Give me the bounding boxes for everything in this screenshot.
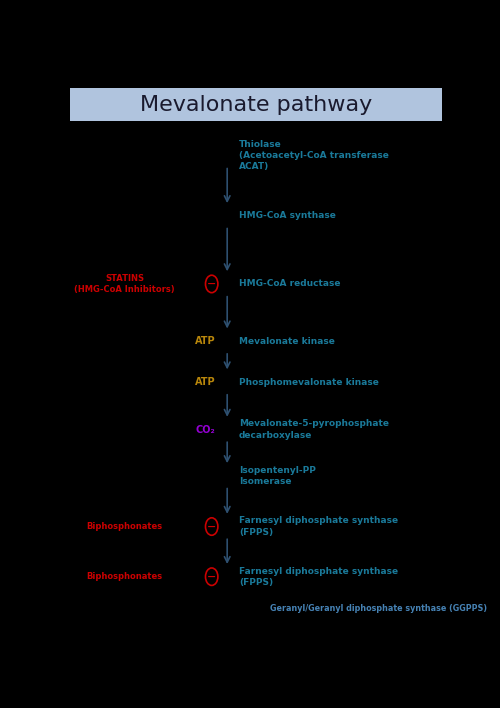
Text: ATP: ATP — [195, 336, 216, 346]
Text: Mevalonate pathway: Mevalonate pathway — [140, 95, 372, 115]
Text: Mevalonate-5-pyrophosphate
decarboxylase: Mevalonate-5-pyrophosphate decarboxylase — [239, 419, 389, 440]
Text: HMG-CoA reductase: HMG-CoA reductase — [239, 280, 340, 288]
Text: STATINS
(HMG-CoA Inhibitors): STATINS (HMG-CoA Inhibitors) — [74, 274, 175, 294]
Text: CO₂: CO₂ — [196, 425, 216, 435]
Text: Phosphomevalonate kinase: Phosphomevalonate kinase — [239, 377, 378, 387]
Text: HMG-CoA synthase: HMG-CoA synthase — [239, 211, 336, 220]
Text: Isopentenyl-PP
Isomerase: Isopentenyl-PP Isomerase — [239, 466, 316, 486]
Text: Mevalonate kinase: Mevalonate kinase — [239, 337, 334, 346]
Text: Thiolase
(Acetoacetyl-CoA transferase
ACAT): Thiolase (Acetoacetyl-CoA transferase AC… — [239, 140, 388, 171]
Text: −: − — [207, 571, 216, 582]
Text: Biphosphonates: Biphosphonates — [86, 572, 162, 581]
Text: −: − — [207, 522, 216, 532]
Text: −: − — [207, 279, 216, 289]
Text: Biphosphonates: Biphosphonates — [86, 522, 162, 531]
Text: Geranyl/Geranyl diphosphate synthase (GGPPS): Geranyl/Geranyl diphosphate synthase (GG… — [270, 604, 487, 613]
Text: Farnesyl diphosphate synthase
(FPPS): Farnesyl diphosphate synthase (FPPS) — [239, 517, 398, 537]
Text: Farnesyl diphosphate synthase
(FPPS): Farnesyl diphosphate synthase (FPPS) — [239, 566, 398, 587]
FancyBboxPatch shape — [70, 88, 442, 122]
Text: ATP: ATP — [195, 377, 216, 387]
